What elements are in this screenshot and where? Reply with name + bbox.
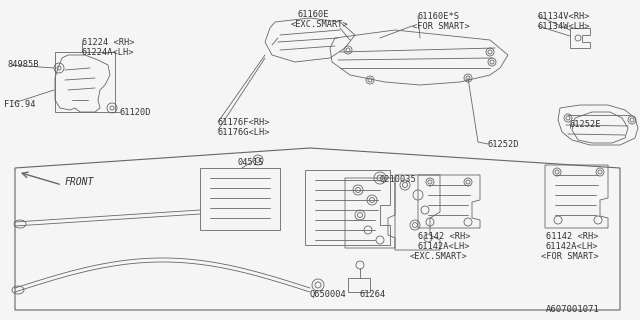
Text: FIG.94: FIG.94	[4, 100, 35, 109]
Text: <FOR SMART>: <FOR SMART>	[541, 252, 599, 261]
Text: Q210035: Q210035	[380, 175, 417, 184]
Text: 61142A<LH>: 61142A<LH>	[418, 242, 470, 251]
Text: 61142 <RH>: 61142 <RH>	[418, 232, 470, 241]
Text: FRONT: FRONT	[65, 177, 94, 187]
Text: 61176F<RH>: 61176F<RH>	[218, 118, 271, 127]
Text: 61160E: 61160E	[298, 10, 330, 19]
Text: 61160E*S: 61160E*S	[418, 12, 460, 21]
Text: 61120D: 61120D	[120, 108, 152, 117]
Text: 61224 <RH>: 61224 <RH>	[82, 38, 134, 47]
Text: <FOR SMART>: <FOR SMART>	[412, 22, 470, 31]
Text: 61134W<LH>: 61134W<LH>	[538, 22, 591, 31]
Text: 61224A<LH>: 61224A<LH>	[82, 48, 134, 57]
Text: <EXC.SMART>: <EXC.SMART>	[410, 252, 468, 261]
Text: Q650004: Q650004	[310, 290, 347, 299]
Text: 61142A<LH>: 61142A<LH>	[546, 242, 598, 251]
Text: 61134V<RH>: 61134V<RH>	[538, 12, 591, 21]
Text: <EXC.SMART>: <EXC.SMART>	[291, 20, 349, 29]
Text: 61142 <RH>: 61142 <RH>	[546, 232, 598, 241]
Text: 0451S: 0451S	[237, 158, 263, 167]
Text: 84985B: 84985B	[7, 60, 38, 69]
Text: A607001071: A607001071	[546, 305, 600, 314]
Text: 61176G<LH>: 61176G<LH>	[218, 128, 271, 137]
Text: 61252E: 61252E	[570, 120, 602, 129]
Text: 61264: 61264	[360, 290, 387, 299]
Text: 61252D: 61252D	[488, 140, 520, 149]
